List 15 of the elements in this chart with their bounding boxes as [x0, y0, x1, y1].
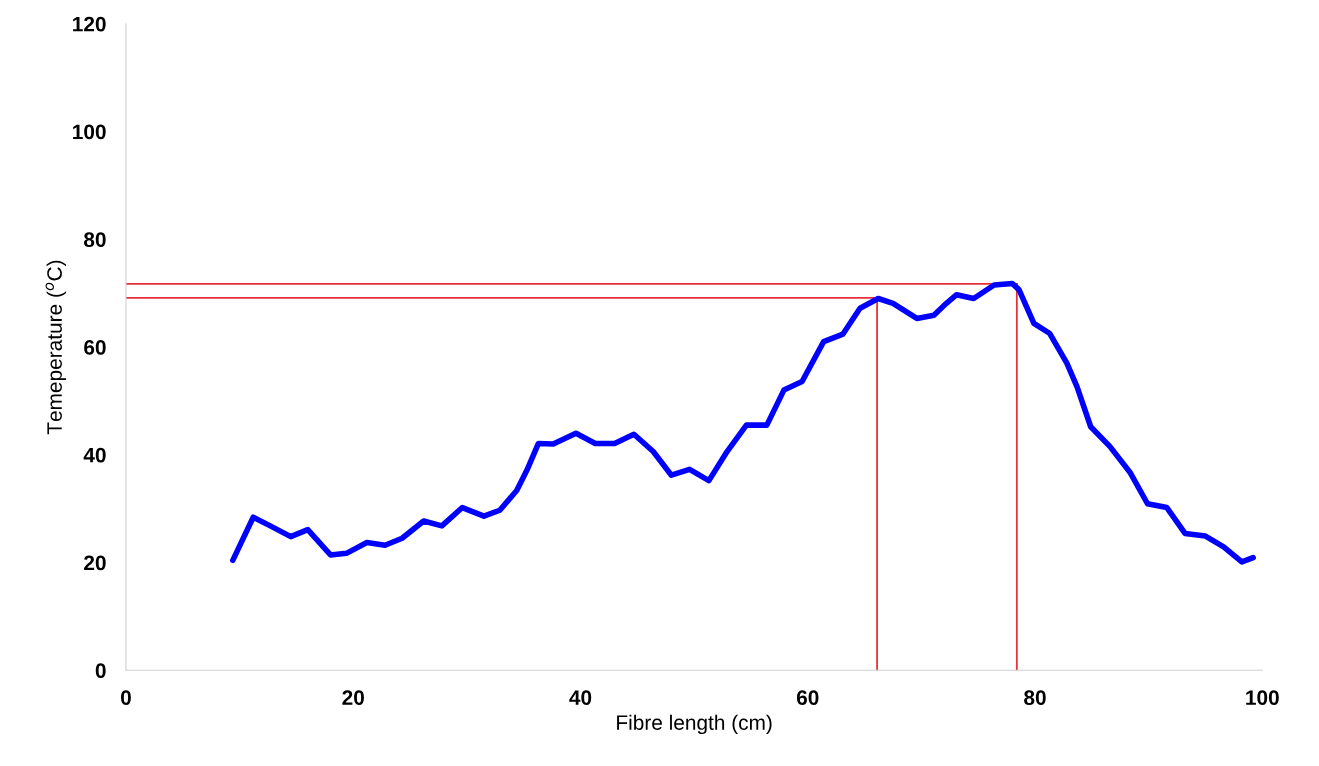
y-tick-label: 100 [73, 124, 106, 140]
x-axis-title: Fibre length (cm) [617, 714, 772, 735]
y-tick-label: 60 [84, 340, 106, 355]
y-tick-label: 80 [84, 232, 106, 247]
y-tick-label: 120 [73, 16, 106, 32]
y-tick-label: 20 [84, 555, 106, 571]
x-tick-label: 40 [569, 690, 592, 705]
y-axis-title: Temeperature ($^{o}$C) [45, 260, 67, 435]
x-tick-label: 60 [796, 690, 819, 705]
x-tick-label: 0 [121, 690, 131, 705]
x-tick-label: 100 [1246, 690, 1279, 705]
x-tick-label: 80 [1024, 690, 1046, 705]
y-tick-label: 40 [83, 447, 106, 463]
x-tick-label: 20 [342, 690, 364, 705]
y-tick-label: 0 [95, 663, 106, 678]
